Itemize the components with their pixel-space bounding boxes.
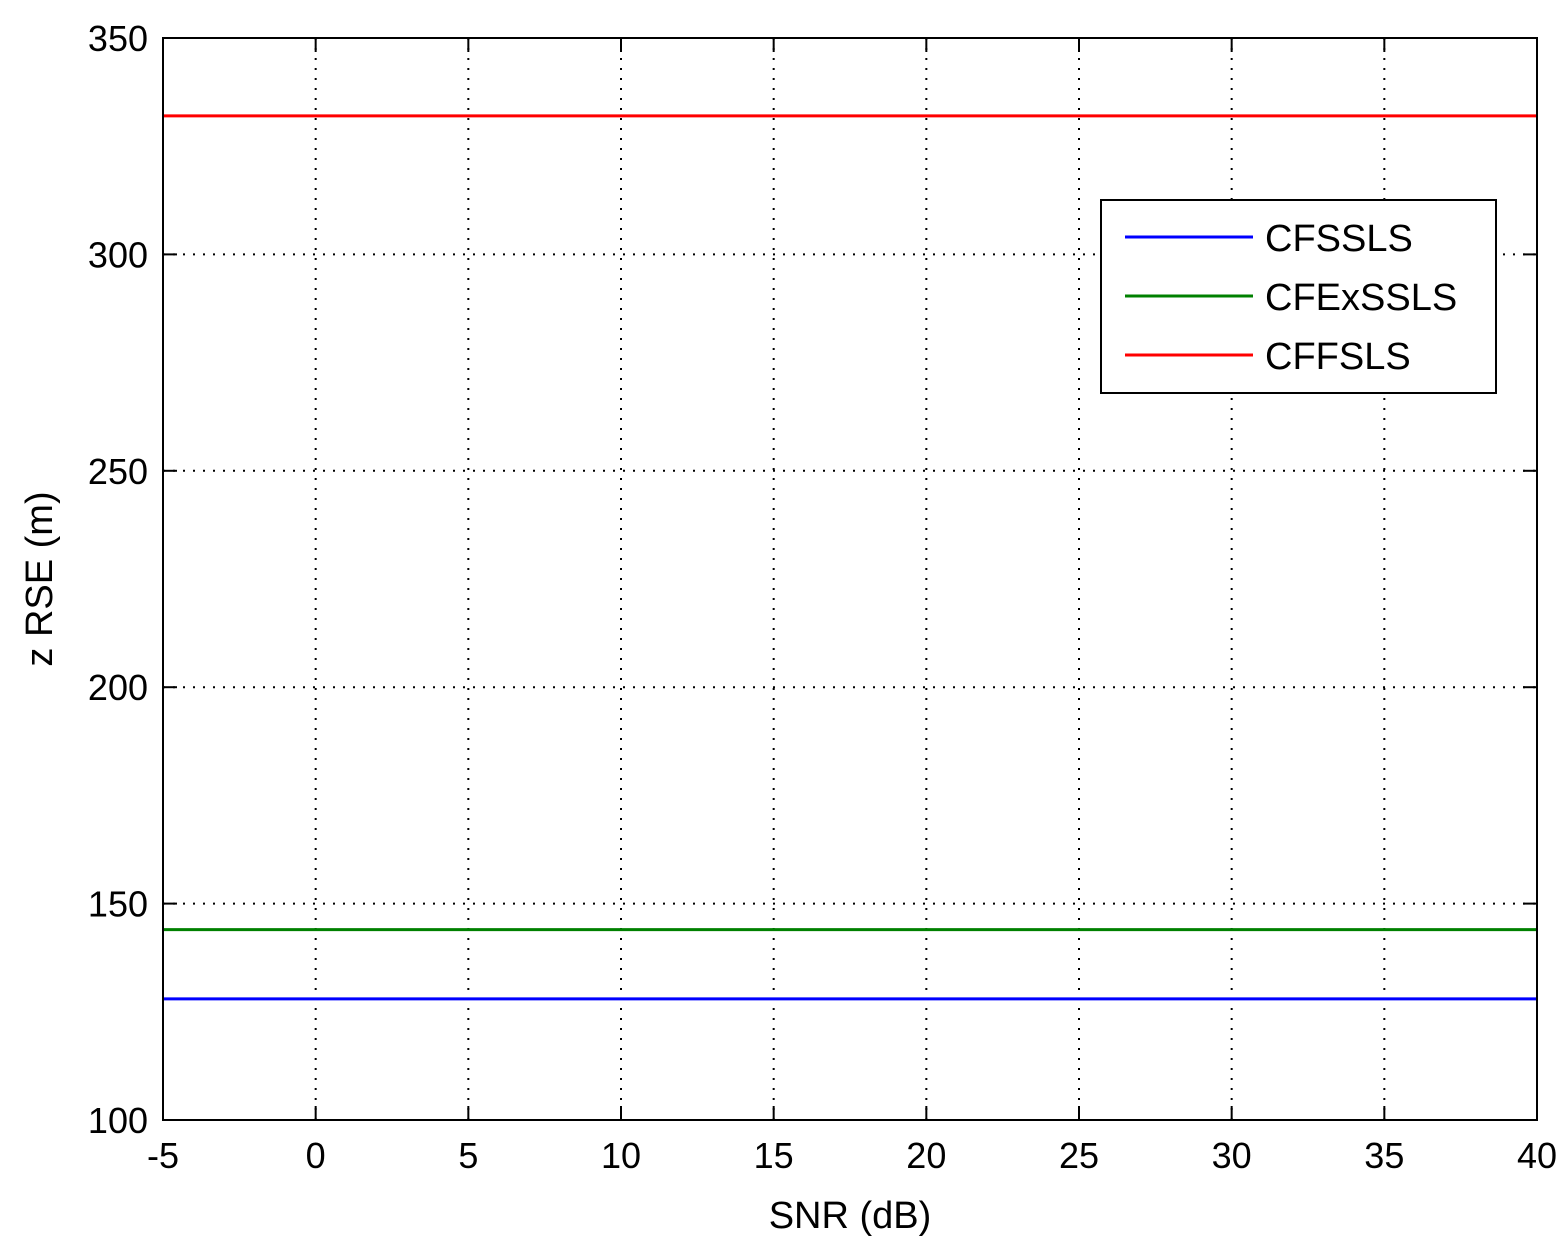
x-tick-label: 25	[1059, 1135, 1099, 1176]
x-tick-label: 15	[754, 1135, 794, 1176]
x-tick-label: 35	[1364, 1135, 1404, 1176]
x-tick-label: 30	[1212, 1135, 1252, 1176]
y-tick-label: 250	[88, 451, 148, 492]
y-tick-label: 350	[88, 18, 148, 59]
axes-frame	[162, 37, 1538, 1121]
y-tick-label: 200	[88, 667, 148, 708]
y-tick-label: 100	[88, 1100, 148, 1141]
ticks	[162, 37, 1538, 1121]
y-tick-label: 150	[88, 884, 148, 925]
y-axis-label: z RSE (m)	[19, 491, 61, 666]
legend-label-cfexssls: CFExSSLS	[1265, 277, 1457, 319]
x-tick-labels: -5 0 5 10 15 20 25 30 35 40	[147, 1135, 1557, 1176]
x-tick-label: 40	[1517, 1135, 1557, 1176]
legend-entries: CFSSLS CFExSSLS CFFSLS	[1125, 218, 1457, 378]
legend-label-cffsls: CFFSLS	[1265, 336, 1411, 378]
x-tick-label: 20	[906, 1135, 946, 1176]
series	[163, 114, 1537, 1001]
x-tick-label: 10	[601, 1135, 641, 1176]
x-tick-label: 0	[306, 1135, 326, 1176]
y-tick-label: 300	[88, 234, 148, 275]
y-tick-labels: 100 150 200 250 300 350	[88, 18, 148, 1141]
legend-label-cfssls: CFSSLS	[1265, 218, 1413, 260]
x-axis-label: SNR (dB)	[769, 1195, 932, 1237]
legend: CFSSLS CFExSSLS CFFSLS	[1100, 199, 1497, 394]
x-tick-label: -5	[147, 1135, 179, 1176]
x-tick-label: 5	[458, 1135, 478, 1176]
